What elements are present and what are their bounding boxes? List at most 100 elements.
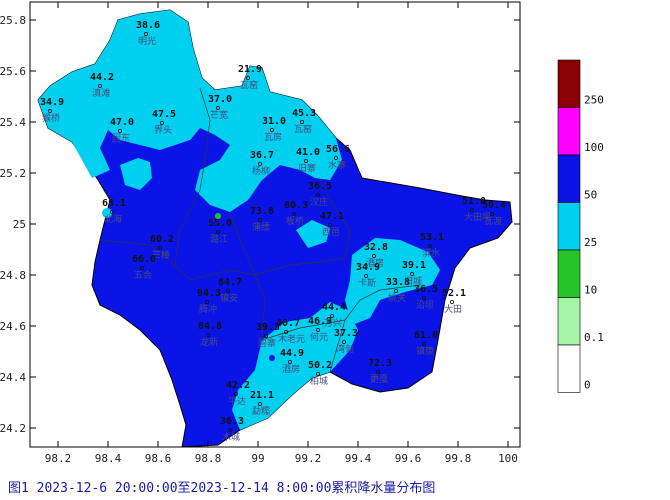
station-marker <box>315 192 320 197</box>
legend-swatch <box>557 107 581 156</box>
y-tick-label: 24.8 <box>0 269 26 282</box>
legend-label: 50 <box>584 189 597 202</box>
station-name: 姚关 <box>388 292 406 304</box>
station-value: 47.0 <box>110 117 134 128</box>
station-marker <box>48 109 53 114</box>
station-value: 38.6 <box>136 20 160 31</box>
station-marker <box>263 333 268 338</box>
y-tick-label: 25 <box>13 218 26 231</box>
station-name: 大田 <box>444 303 462 315</box>
station-name: 猴桥 <box>42 112 60 124</box>
x-tick-label: 98.6 <box>145 452 172 465</box>
legend-colorbar: 250 100 50 25 10 0.1 0 <box>557 59 604 393</box>
station-name: 卡斯 <box>358 277 376 289</box>
station-marker <box>215 229 220 234</box>
station-value: 47.5 <box>152 109 176 120</box>
station-name: 何元 <box>310 331 328 343</box>
station-value: 39.3 <box>256 322 280 333</box>
x-tick-label: 98.8 <box>195 452 222 465</box>
station-name: 木老元 <box>278 333 305 345</box>
region-cyan-south <box>232 302 358 430</box>
station-value: 80.3 <box>284 200 308 211</box>
station-value: 42.2 <box>226 380 250 391</box>
station-marker <box>143 32 148 37</box>
station-value: 51.0 <box>462 196 486 207</box>
station-value: 34.9 <box>40 97 64 108</box>
station-name: 平达 <box>228 395 246 407</box>
station-name: 水寨 <box>328 159 346 171</box>
station-marker <box>489 211 494 216</box>
station-name: 五合 <box>134 269 152 281</box>
figure-caption: 图1 2023-12-6 20:00:00至2023-12-14 8:00:00… <box>8 481 436 496</box>
station-marker <box>327 222 332 227</box>
region-cyan-center <box>296 220 330 248</box>
station-marker <box>204 299 209 304</box>
region-cyan-east <box>345 238 440 325</box>
station-marker <box>315 327 320 332</box>
y-tick-label: 24.6 <box>0 320 26 333</box>
x-tick-label: 99.2 <box>295 452 322 465</box>
station-name: 碧寨 <box>258 337 276 349</box>
region-cyan-northwest-lake <box>120 158 152 190</box>
station-marker <box>427 243 432 248</box>
station-marker <box>421 295 426 300</box>
station-value: 84.8 <box>198 321 222 332</box>
station-marker <box>449 299 454 304</box>
station-value: 73.8 <box>250 206 274 217</box>
station-marker <box>215 106 220 111</box>
station-marker <box>375 369 380 374</box>
station-marker <box>257 161 262 166</box>
x-tick-label: 99 <box>251 452 264 465</box>
station-value: 72.3 <box>368 358 392 369</box>
legend-label: 0 <box>584 379 591 392</box>
station-name: 酒房 <box>366 257 384 269</box>
station-name: 芒宽 <box>210 109 228 121</box>
station-value: 50.2 <box>308 360 332 371</box>
station-marker <box>341 339 346 344</box>
y-tick-label: 25.6 <box>0 65 26 78</box>
station-marker <box>421 341 426 346</box>
station-marker <box>393 288 398 293</box>
legend-label: 100 <box>584 141 604 154</box>
station-name: 镇安 <box>220 292 238 304</box>
station-name: 汉庄 <box>310 196 328 208</box>
station-marker <box>245 76 250 81</box>
station-marker <box>333 155 338 160</box>
station-marker <box>371 253 376 258</box>
station-marker <box>157 245 162 250</box>
station-marker <box>225 288 230 293</box>
station-value: 36.7 <box>250 150 274 161</box>
station-name: 湾甸 <box>336 343 354 355</box>
station-value: 53.1 <box>420 232 444 243</box>
legend-swatch <box>557 202 581 251</box>
station-marker <box>257 217 262 222</box>
station-value: 37.3 <box>334 328 358 339</box>
station-name: 芒棒 <box>152 249 170 261</box>
station-marker <box>303 158 308 163</box>
station-name: 镇康 <box>416 345 434 357</box>
region-cyan-north <box>38 10 342 212</box>
station-layer: 38.6 明光 44.2 滇滩 34.9 猴桥 21.9 瓦窑 37.0 芒宽 31.0 瓦房 45.3… <box>40 20 506 443</box>
station-value: 94.3 <box>197 288 221 299</box>
station-name: 沿坝 <box>416 300 434 311</box>
station-name: 酒房 <box>282 363 300 375</box>
station-marker <box>159 121 164 126</box>
x-tick-label: 100 <box>498 452 518 465</box>
station-name: 西邑 <box>322 227 340 238</box>
y-tick-label: 24.2 <box>0 422 26 435</box>
legend-label: 250 <box>584 94 604 107</box>
station-value: 60.2 <box>150 234 174 245</box>
station-marker <box>227 427 232 432</box>
station-value: 21.9 <box>238 64 262 75</box>
legend-swatch <box>557 297 581 346</box>
station-marker <box>291 211 296 216</box>
station-name: 更戛 <box>370 374 388 385</box>
station-marker <box>205 332 210 337</box>
station-value: 37.0 <box>208 94 232 105</box>
station-name: 板桥 <box>286 215 304 227</box>
station-name: 瓦渡 <box>484 215 502 227</box>
region-green-spot <box>215 213 221 219</box>
legend-swatch <box>557 154 581 203</box>
station-value: 46.9 <box>308 316 332 327</box>
station-name: 瓦窑 <box>240 79 258 91</box>
